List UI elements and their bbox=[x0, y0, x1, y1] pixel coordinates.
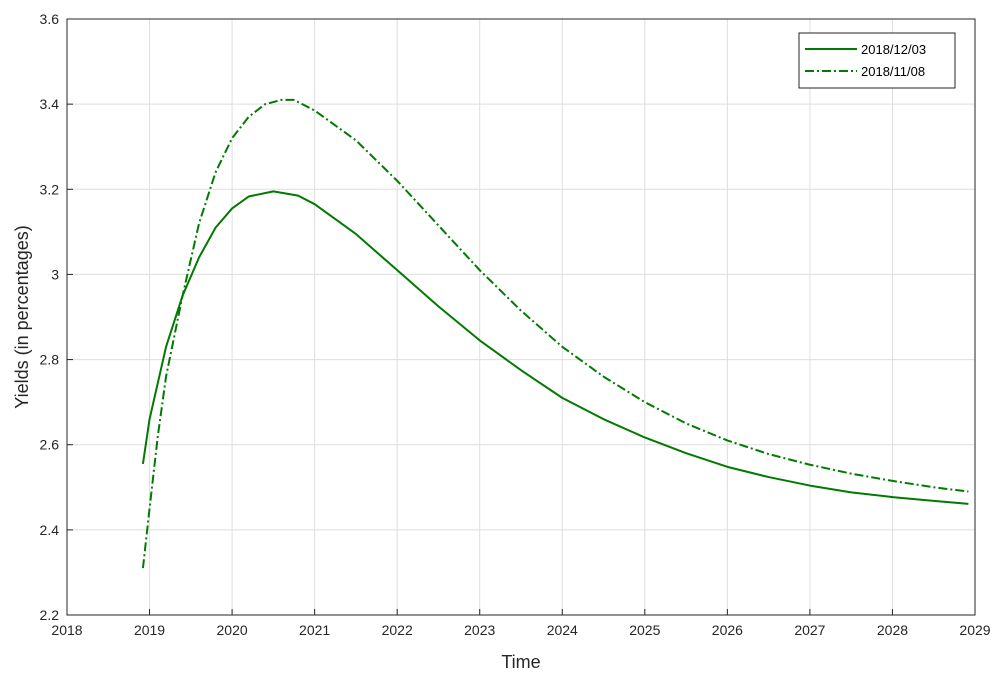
y-tick-label: 2.4 bbox=[40, 522, 60, 538]
y-tick-label: 3.2 bbox=[40, 181, 60, 197]
series-line-2018-11-08 bbox=[141, 98, 969, 569]
series-layer bbox=[141, 98, 969, 569]
y-tick-label: 2.2 bbox=[40, 607, 60, 623]
x-axis-ticks: 2018 2019 2020 2021 2022 2023 2024 2025 2026 2027… bbox=[51, 609, 991, 638]
x-tick-label: 2028 bbox=[877, 622, 908, 638]
plot-area bbox=[67, 19, 975, 615]
x-tick-label: 2026 bbox=[712, 622, 743, 638]
y-axis-label: Yields (in percentages) bbox=[12, 225, 32, 408]
x-tick-label: 2027 bbox=[794, 622, 825, 638]
legend-box bbox=[798, 32, 956, 89]
y-tick-label: 3.4 bbox=[40, 96, 60, 112]
x-tick-label: 2029 bbox=[959, 622, 990, 638]
legend: 2018/12/03 2018/11/08 bbox=[798, 32, 956, 89]
y-tick-label: 2.6 bbox=[40, 437, 60, 453]
x-tick-label: 2023 bbox=[464, 622, 495, 638]
y-tick-label: 2.8 bbox=[40, 352, 60, 368]
x-axis-label: Time bbox=[501, 652, 540, 672]
y-tick-label: 3 bbox=[51, 266, 59, 282]
x-tick-label: 2021 bbox=[299, 622, 330, 638]
plot-border bbox=[66, 18, 976, 616]
legend-entry-2018-11-08: 2018/11/08 bbox=[861, 64, 925, 79]
x-tick-label: 2019 bbox=[134, 622, 165, 638]
legend-entry-2018-12-03: 2018/12/03 bbox=[861, 42, 926, 57]
x-tick-label: 2022 bbox=[382, 622, 413, 638]
x-tick-label: 2018 bbox=[51, 622, 82, 638]
x-tick-label: 2024 bbox=[547, 622, 578, 638]
y-axis-ticks: 2.2 2.4 2.6 2.8 3 3.2 3.4 3.6 bbox=[40, 11, 73, 623]
series-line-2018-12-03 bbox=[141, 190, 969, 505]
x-tick-label: 2020 bbox=[217, 622, 248, 638]
x-tick-label: 2025 bbox=[629, 622, 660, 638]
y-tick-label: 3.6 bbox=[40, 11, 60, 27]
